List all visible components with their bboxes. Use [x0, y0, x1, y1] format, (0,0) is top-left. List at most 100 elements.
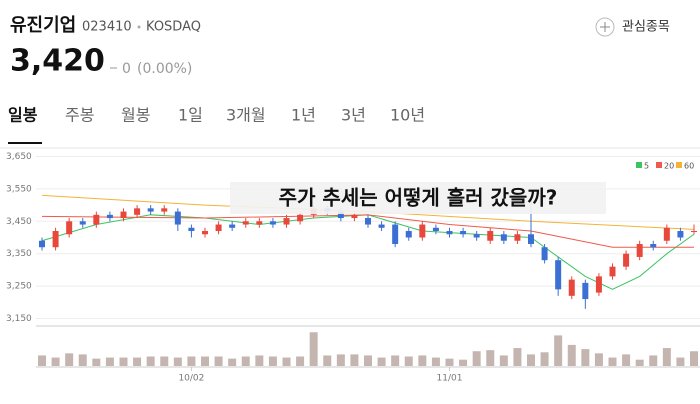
candle-body: [419, 224, 426, 238]
tab[interactable]: 일봉: [8, 106, 38, 125]
tab[interactable]: 월봉: [121, 106, 150, 125]
candle-body: [66, 221, 73, 235]
candle-body: [215, 224, 222, 232]
separator: [137, 25, 141, 29]
legend-label: 20: [664, 162, 674, 171]
stock-code: 023410: [82, 20, 132, 35]
volume-bar: [38, 355, 46, 366]
volume-bar: [105, 357, 114, 366]
y-tick-label: 3,350: [6, 249, 32, 259]
candle-body: [528, 234, 534, 244]
candle-body: [609, 266, 616, 277]
candle-body: [283, 218, 290, 225]
watch-icon[interactable]: [595, 17, 615, 37]
tab[interactable]: 1일: [178, 106, 203, 125]
candle-body: [636, 243, 643, 257]
watch-button[interactable]: 관심종목: [622, 20, 670, 35]
tab[interactable]: 주봉: [65, 106, 94, 125]
volume-bar: [486, 350, 495, 366]
x-tick-label: 11/01: [437, 374, 463, 384]
volume-bar: [513, 348, 522, 366]
volume-bar: [160, 356, 169, 366]
volume-bar: [133, 357, 142, 366]
volume-bar: [472, 351, 481, 366]
change: 0: [122, 61, 131, 77]
volume-bar: [445, 358, 454, 366]
candle-body: [514, 234, 521, 241]
volume-bar: [51, 357, 60, 366]
candle-body: [541, 247, 548, 261]
candle-body: [650, 243, 657, 248]
y-tick-label: 3,550: [6, 184, 32, 194]
candle-body: [446, 231, 453, 235]
y-tick-label: 3,450: [6, 217, 32, 227]
candle-body: [174, 211, 181, 225]
candle-body: [568, 279, 575, 296]
volume-bar: [418, 355, 427, 366]
volume-bar: [622, 354, 631, 366]
candle-body: [161, 208, 168, 212]
legend-swatch: [656, 162, 662, 168]
legend-swatch: [676, 162, 682, 168]
moving-average: [41, 214, 694, 248]
candle-body: [691, 231, 697, 233]
volume-bar: [173, 357, 182, 366]
volume-bar: [554, 335, 563, 366]
volume-bar: [92, 358, 101, 366]
volume-bar: [649, 355, 658, 366]
volume-bar: [146, 356, 155, 366]
volume-bar: [268, 356, 277, 366]
legend-label: 60: [684, 162, 694, 171]
candle-body: [392, 224, 399, 244]
x-tick-label: 10/02: [178, 374, 204, 384]
plus: [600, 22, 610, 32]
candle-body: [134, 208, 141, 215]
volume-bar: [296, 356, 305, 366]
volume-bar: [214, 356, 223, 366]
candle-body: [623, 253, 630, 267]
candle-body: [487, 231, 494, 241]
volume-bar: [608, 357, 617, 366]
legend-swatch: [636, 162, 642, 168]
volume-bar: [78, 354, 87, 366]
candle-body: [256, 221, 263, 225]
candle-body: [229, 224, 236, 228]
candle-body: [269, 221, 276, 225]
change-pct: (0.00%): [137, 61, 192, 77]
title-backdrop: [230, 182, 606, 214]
volume-bar: [431, 357, 440, 366]
candle-body: [79, 221, 86, 225]
volume-bar: [241, 356, 250, 366]
candle-body: [378, 224, 385, 228]
volume-bar: [676, 357, 685, 366]
tab[interactable]: 1년: [291, 106, 316, 125]
candle-body: [405, 231, 412, 238]
candle-body: [460, 231, 467, 235]
y-tick-label: 3,150: [6, 314, 32, 324]
candle-body: [582, 282, 589, 300]
candle-body: [595, 276, 602, 293]
tab[interactable]: 3년: [341, 106, 366, 125]
volume-bar: [527, 354, 535, 366]
tab[interactable]: 10년: [390, 106, 425, 125]
volume-bar: [404, 356, 413, 366]
volume-bar: [540, 352, 549, 366]
volume-bar: [364, 355, 372, 366]
volume-bar: [391, 355, 400, 366]
price: 3,420: [10, 44, 105, 79]
volume-bar: [201, 356, 209, 366]
volume-bar: [350, 354, 359, 366]
candle-body: [555, 260, 562, 290]
candle-body: [202, 231, 208, 235]
candle-body: [432, 227, 439, 232]
candle-body: [106, 214, 113, 219]
candle-body: [39, 240, 45, 248]
y-tick-label: 3,250: [6, 282, 32, 292]
legend-label: 5: [644, 162, 649, 171]
tab[interactable]: 3개월: [226, 106, 266, 125]
volume-bar: [282, 357, 291, 366]
volume-bar: [377, 357, 386, 366]
candle-body: [188, 227, 195, 232]
volume-bar: [336, 354, 345, 366]
y-tick-label: 3,650: [6, 152, 32, 162]
